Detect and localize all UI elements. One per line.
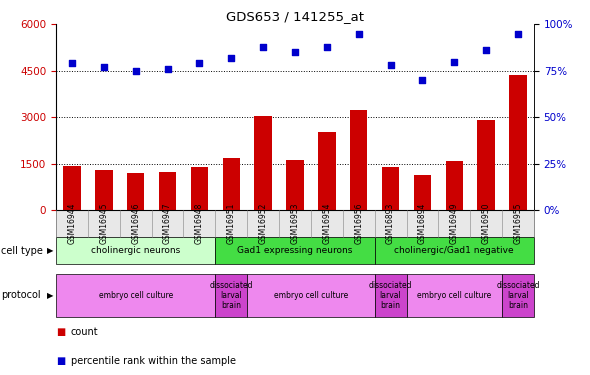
Bar [286,160,304,210]
Text: GSM16953: GSM16953 [290,203,300,244]
Text: protocol: protocol [1,290,41,300]
Bar [63,166,81,210]
Bar [127,173,145,210]
Text: dissociated
larval
brain: dissociated larval brain [496,281,540,309]
Point [481,47,491,53]
Point [227,55,236,61]
Bar [159,172,176,210]
Text: dissociated
larval
brain: dissociated larval brain [369,281,412,309]
Bar [350,110,368,210]
Text: GSM16893: GSM16893 [386,203,395,244]
Text: ▶: ▶ [47,291,53,300]
Text: GSM16949: GSM16949 [450,203,459,244]
Text: ▶: ▶ [47,246,53,255]
Bar [382,167,399,210]
Text: embryo cell culture: embryo cell culture [99,291,173,300]
Text: embryo cell culture: embryo cell culture [274,291,348,300]
Bar [318,132,336,210]
Text: GSM16950: GSM16950 [481,203,491,244]
Point [513,31,523,37]
Title: GDS653 / 141255_at: GDS653 / 141255_at [226,10,364,23]
Point [131,68,140,74]
Point [258,44,268,50]
Text: dissociated
larval
brain: dissociated larval brain [209,281,253,309]
Bar [445,161,463,210]
Point [418,77,427,83]
Text: GSM16945: GSM16945 [99,203,109,244]
Text: ■: ■ [56,356,65,366]
Point [450,58,459,64]
Text: Gad1 expressing neurons: Gad1 expressing neurons [237,246,353,255]
Text: embryo cell culture: embryo cell culture [417,291,491,300]
Text: GSM16952: GSM16952 [258,203,268,244]
Bar [254,116,272,210]
Point [354,31,363,37]
Text: GSM16954: GSM16954 [322,203,332,244]
Text: cell type: cell type [1,246,43,256]
Text: GSM16894: GSM16894 [418,203,427,244]
Text: GSM16946: GSM16946 [131,203,140,244]
Point [290,49,300,55]
Text: cholinergic neurons: cholinergic neurons [91,246,181,255]
Text: ■: ■ [56,327,65,337]
Text: GSM16947: GSM16947 [163,203,172,244]
Text: GSM16956: GSM16956 [354,203,363,244]
Bar [414,176,431,210]
Text: GSM16955: GSM16955 [513,203,523,244]
Bar [191,167,208,210]
Point [163,66,172,72]
Point [99,64,109,70]
Point [386,62,395,68]
Bar [477,120,495,210]
Bar [95,170,113,210]
Point [67,60,77,66]
Bar [222,158,240,210]
Point [195,60,204,66]
Text: GSM16948: GSM16948 [195,203,204,244]
Point [322,44,332,50]
Text: count: count [71,327,99,337]
Text: GSM16951: GSM16951 [227,203,236,244]
Text: cholinergic/Gad1 negative: cholinergic/Gad1 negative [395,246,514,255]
Text: percentile rank within the sample: percentile rank within the sample [71,356,236,366]
Bar [509,75,527,210]
Text: GSM16944: GSM16944 [67,203,77,244]
